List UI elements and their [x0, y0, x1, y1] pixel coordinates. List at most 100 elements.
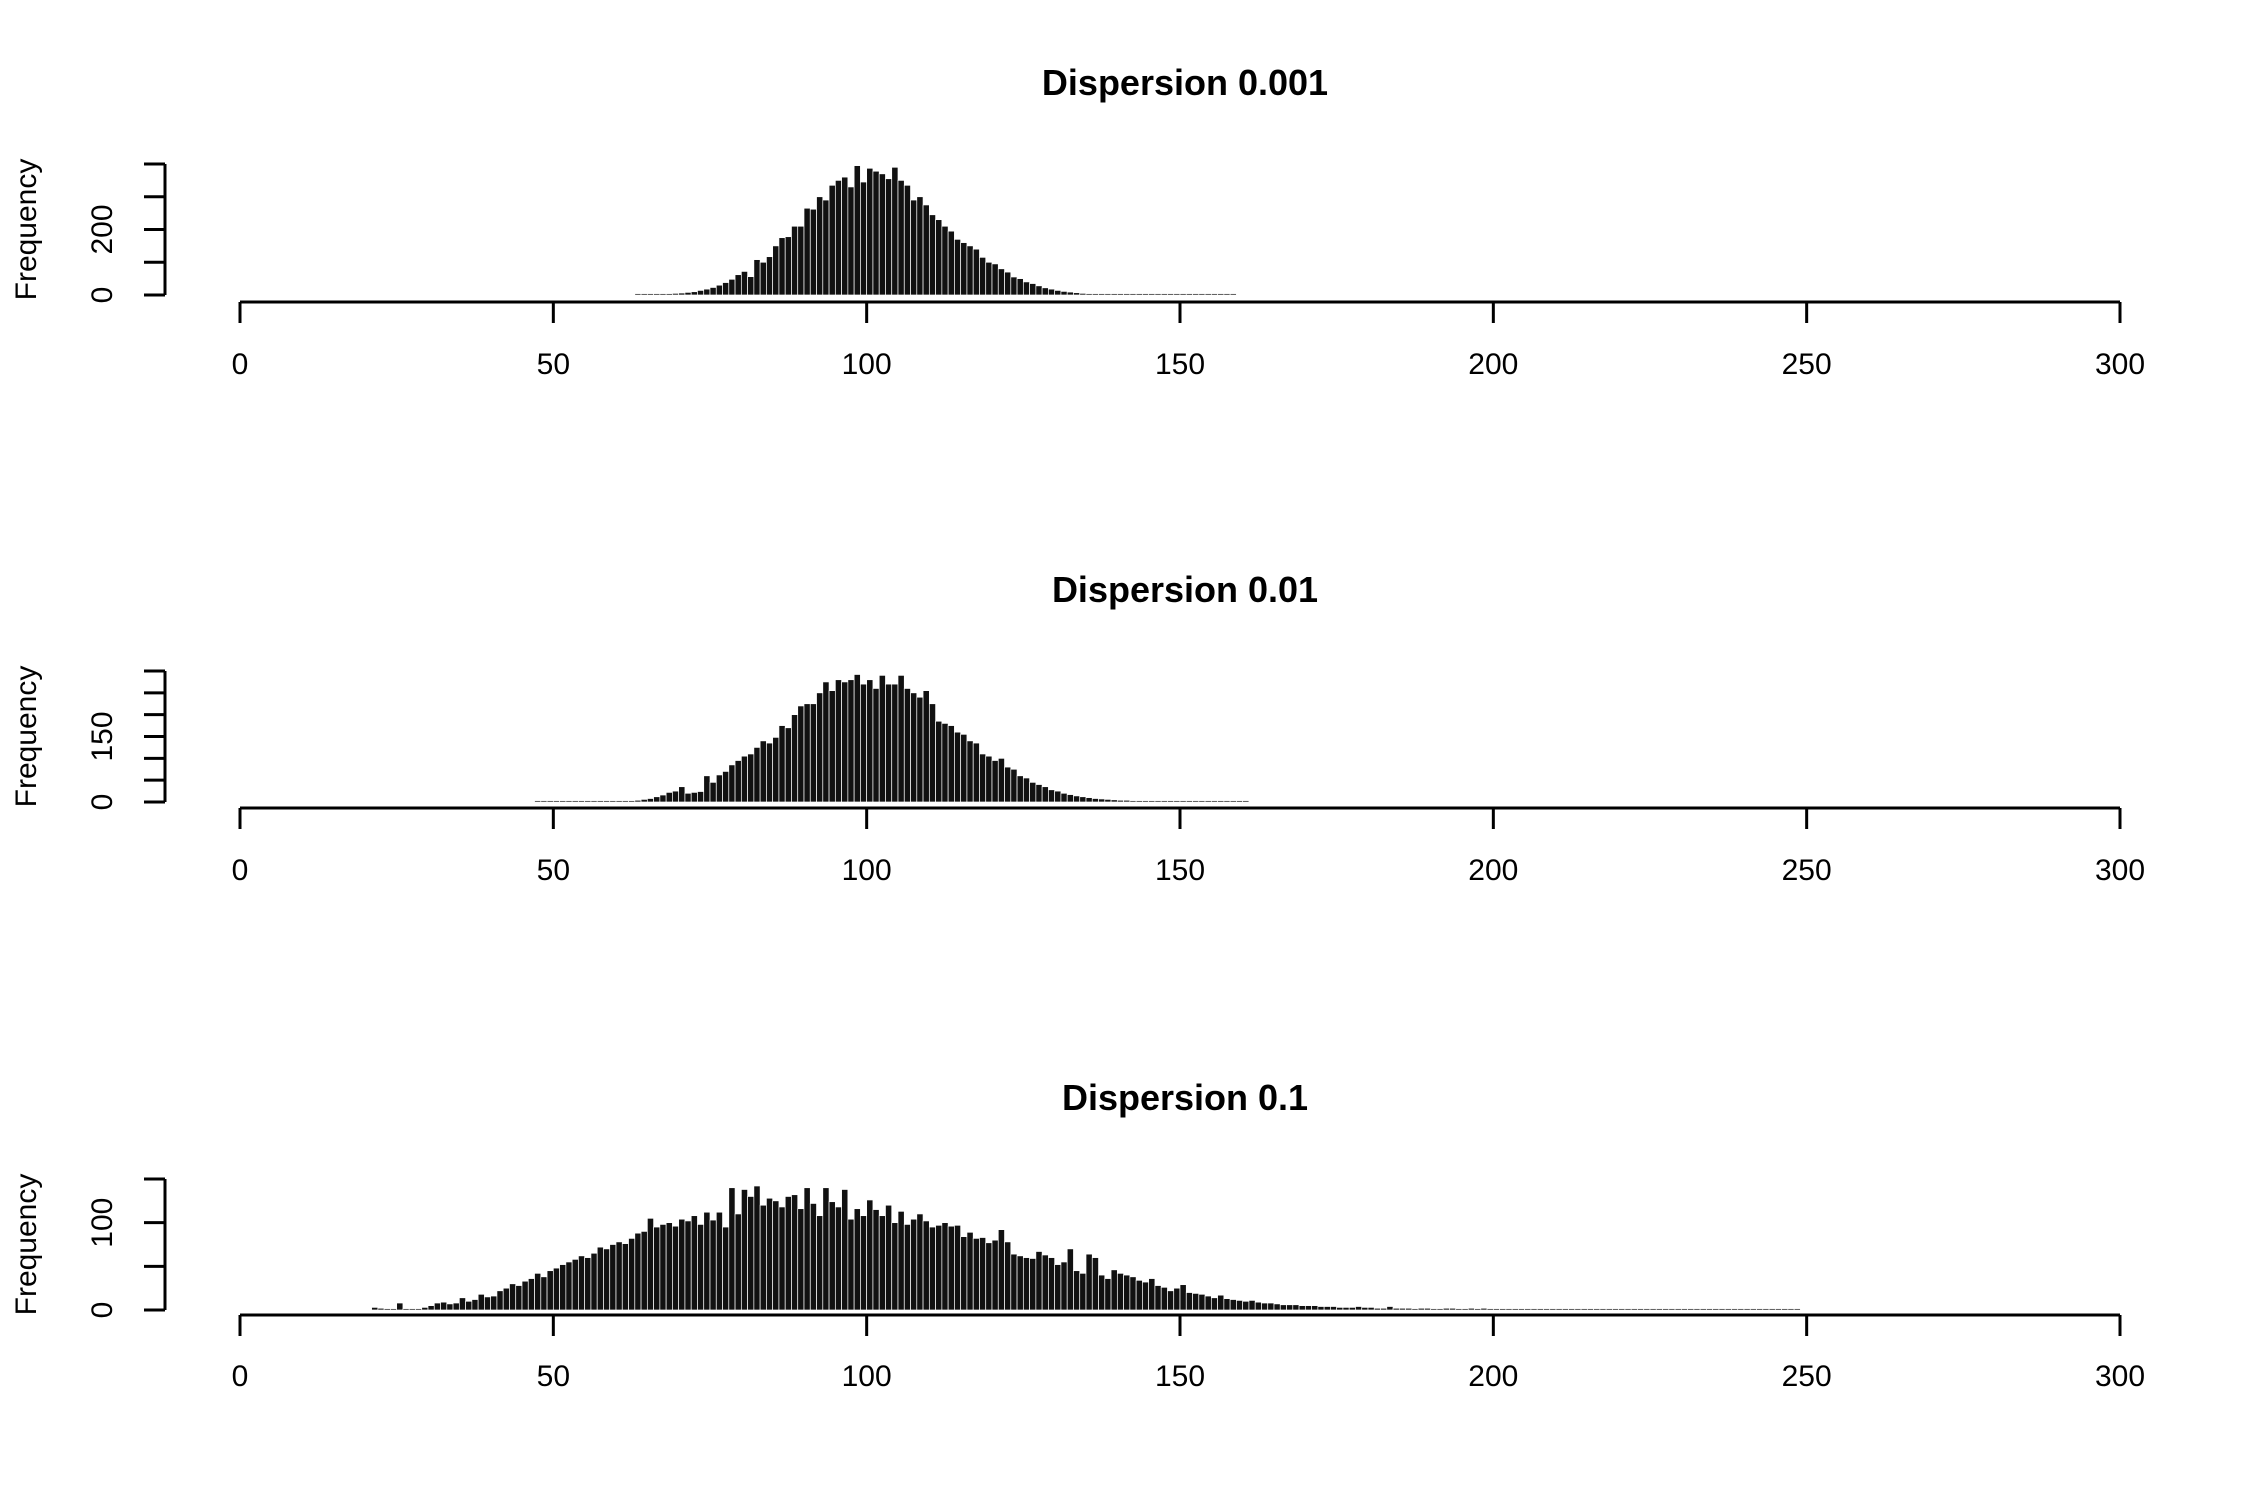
histogram-bar [1022, 1257, 1030, 1311]
histogram-bar [603, 1248, 611, 1311]
histogram-bar [446, 1303, 454, 1311]
histogram-bar [1004, 271, 1012, 296]
chart-panel: Dispersion 0.01 Frequency 0 150 0 50 100 150 200… [10, 569, 2145, 887]
histogram-bar [509, 1283, 517, 1311]
histogram-bar [772, 245, 780, 296]
histogram-bar [1054, 790, 1062, 803]
histogram-bar [1173, 800, 1181, 803]
chart-title: Dispersion 0.1 [1062, 1077, 1308, 1118]
histogram-bar [847, 679, 855, 803]
histogram-bar [1286, 1304, 1294, 1311]
histogram-bar [1029, 1258, 1037, 1311]
histogram-bar [740, 1189, 748, 1311]
histogram-bar [1380, 1307, 1388, 1311]
x-tick-label: 0 [232, 1360, 249, 1393]
histogram-bar [753, 259, 761, 296]
histogram-bar [1411, 1308, 1419, 1311]
histogram-bar [1793, 1308, 1801, 1311]
histogram-bar [753, 1185, 761, 1311]
histogram-bar [740, 755, 748, 803]
histogram-bar [659, 293, 667, 296]
histogram-bar [1223, 293, 1231, 296]
histogram-bar [1511, 1308, 1519, 1311]
histogram-bar [897, 675, 905, 803]
histogram-bar [816, 692, 824, 803]
histogram-bar [960, 1236, 968, 1311]
histogram-bar [715, 284, 723, 296]
histogram-bar [534, 800, 542, 803]
histogram-bar [834, 679, 842, 803]
histogram-bar [1649, 1308, 1657, 1311]
histogram-bar [709, 781, 717, 803]
histogram-bar [1142, 800, 1150, 803]
histogram-bar [1555, 1308, 1563, 1311]
histogram-bar [960, 733, 968, 803]
histogram-bar [1010, 768, 1018, 803]
histogram-bar [1192, 293, 1200, 296]
histogram-bar [1116, 1272, 1124, 1311]
histogram-bar [703, 775, 711, 803]
histogram-bar [860, 1215, 868, 1311]
histogram-bar [1004, 1241, 1012, 1311]
histogram-bar [1417, 1307, 1425, 1311]
histogram-bar [985, 261, 993, 296]
histogram-bar [684, 1220, 692, 1311]
histogram-bar [947, 230, 955, 296]
histogram-bar [822, 681, 830, 803]
y-axis-label: Frequency [10, 1174, 43, 1316]
histogram-bar [1154, 800, 1162, 803]
histogram-bar [1160, 293, 1168, 296]
histogram-bar [1010, 276, 1018, 296]
histogram-bar [947, 725, 955, 803]
histogram-bar [1568, 1308, 1576, 1311]
histogram-bar [916, 1213, 924, 1311]
histogram-bar [1154, 1285, 1162, 1311]
histogram-bar [1712, 1308, 1720, 1311]
histogram-bar [1693, 1308, 1701, 1311]
histogram-bar [979, 256, 987, 296]
histogram-bar [684, 292, 692, 296]
histogram-bar [1668, 1308, 1676, 1311]
histogram-bar [910, 199, 918, 296]
histogram-bar [715, 774, 723, 803]
histogram-bar [1048, 288, 1056, 296]
histogram-bar [728, 278, 736, 296]
histogram-bar [1210, 293, 1218, 296]
histogram-bar [960, 242, 968, 296]
histogram-bar [1524, 1308, 1532, 1311]
histogram-bar [866, 167, 874, 296]
histogram-bar [1618, 1308, 1626, 1311]
histogram-bar [1405, 1307, 1413, 1311]
histogram-bar [390, 1308, 398, 1311]
x-tick-label: 50 [537, 348, 570, 381]
histogram-bar [872, 688, 880, 803]
histogram-bar [991, 263, 999, 296]
histogram-bar [822, 1187, 830, 1311]
histogram-bar [653, 293, 661, 296]
histogram-bar [540, 1276, 548, 1311]
histogram-bar [440, 1301, 448, 1311]
histogram-bar [1543, 1308, 1551, 1311]
x-tick-label: 250 [1782, 1360, 1832, 1393]
histogram-bar [740, 271, 748, 296]
histogram-bar [853, 165, 861, 296]
histogram-bar [784, 236, 792, 296]
histogram-bar [1091, 1257, 1099, 1311]
histogram-bar [383, 1308, 391, 1311]
histogram-bar [747, 753, 755, 803]
histogram-bar [565, 800, 573, 803]
chart-panel: Dispersion 0.001 Frequency 0 200 0 50 100 150 20… [10, 62, 2145, 381]
histogram-bar [697, 290, 705, 296]
histogram-bar [1643, 1308, 1651, 1311]
histogram-bar [1254, 1301, 1262, 1311]
histogram-bar [628, 800, 636, 803]
histogram-bar [1079, 796, 1087, 803]
histogram-bar [759, 740, 767, 803]
histogram-bar [546, 1270, 554, 1311]
x-tick-label: 150 [1155, 1360, 1205, 1393]
histogram-bar [1605, 1308, 1613, 1311]
histogram-bar [1041, 786, 1049, 803]
histogram-bar [1123, 1274, 1131, 1311]
histogram-bar [816, 196, 824, 296]
histogram-bar [928, 214, 936, 296]
